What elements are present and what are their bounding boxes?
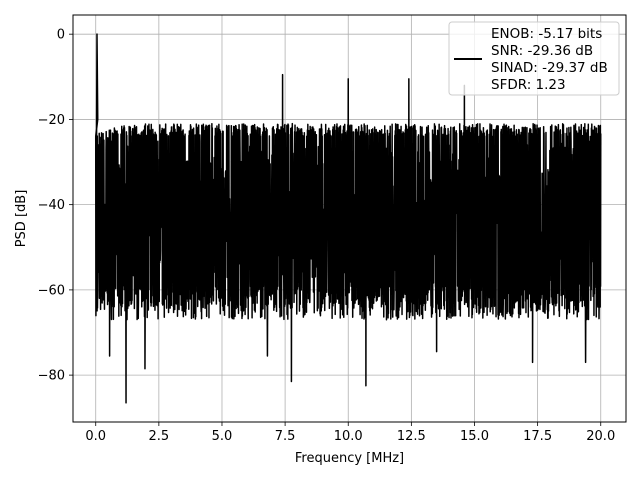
- x-tick-label: 7.5: [275, 429, 296, 444]
- x-tick-label: 12.5: [397, 429, 426, 444]
- legend-line-enob: ENOB: -5.17 bits: [491, 26, 602, 42]
- y-tick-label: 0: [57, 28, 65, 43]
- legend-box: [448, 21, 620, 96]
- y-axis-label: PSD [dB]: [14, 190, 29, 248]
- x-axis-label: Frequency [MHz]: [295, 451, 404, 466]
- plot-area: [94, 33, 602, 404]
- y-tick-label: −60: [38, 283, 65, 298]
- legend: ENOB: -5.17 bits SNR: -29.36 dB SINAD: -…: [448, 21, 620, 96]
- x-tick-label: 15.0: [460, 429, 489, 444]
- legend-line-snr: SNR: -29.36 dB: [491, 43, 593, 59]
- legend-line-sinad: SINAD: -29.37 dB: [491, 60, 608, 76]
- y-tick-label: −20: [38, 113, 65, 128]
- x-tick-label: 20.0: [586, 429, 615, 444]
- y-tick-label: −40: [38, 198, 65, 213]
- x-tick-label: 2.5: [149, 429, 170, 444]
- x-tick-label: 0.0: [85, 429, 106, 444]
- psd-series-line: [94, 33, 602, 404]
- legend-line-sfdr: SFDR: 1.23: [491, 77, 566, 93]
- axes-frame: [72, 14, 627, 423]
- x-tick-label: 10.0: [334, 429, 363, 444]
- x-tick-label: 5.0: [212, 429, 233, 444]
- y-tick-label: −80: [38, 369, 65, 384]
- axis-ticks: 0.0 2.5 5.0 7.5 10.0 12.5 15.0 17.5 20.0 0 −20 −40 −…: [38, 28, 616, 444]
- x-tick-label: 17.5: [523, 429, 552, 444]
